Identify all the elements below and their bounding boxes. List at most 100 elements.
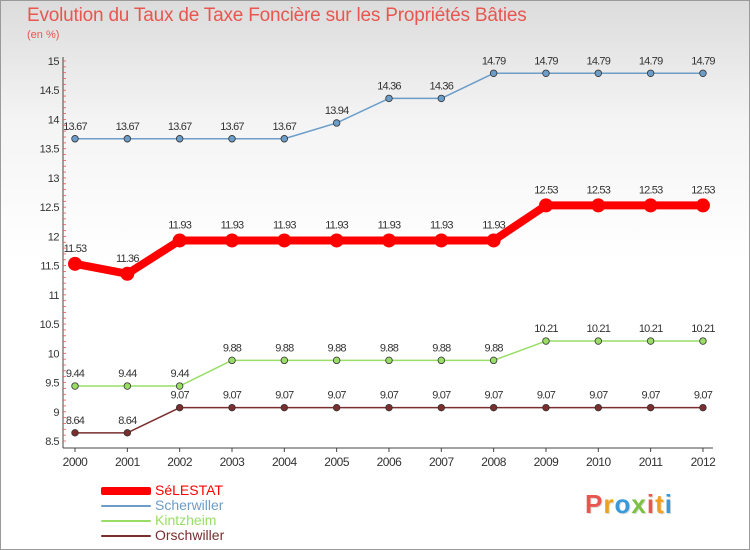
data-label: 12.53: [639, 184, 663, 196]
legend-label: Kintzheim: [155, 512, 217, 528]
legend-label: SéLESTAT: [155, 482, 223, 498]
data-label: 11.93: [430, 219, 453, 231]
data-point: [381, 233, 396, 248]
legend-swatch: [101, 520, 151, 522]
logo-letter: i: [664, 489, 673, 519]
logo-letter: x: [631, 489, 647, 519]
proxiti-logo: Proxiti: [585, 489, 673, 520]
data-point: [385, 356, 393, 365]
data-point: [120, 266, 135, 281]
data-label: 14.79: [534, 55, 558, 67]
data-label: 13.94: [325, 105, 349, 117]
data-label: 10.21: [534, 323, 558, 335]
data-point: [224, 233, 239, 248]
y-tick-label: 13.5: [40, 144, 60, 156]
data-point: [228, 135, 236, 143]
data-point: [643, 198, 658, 213]
data-point: [175, 403, 184, 412]
data-label: 9.07: [328, 390, 347, 402]
chart-title: Evolution du Taux de Taxe Foncière sur l…: [27, 5, 527, 26]
data-point: [280, 135, 289, 143]
data-label: 13.67: [116, 121, 140, 133]
data-point: [594, 337, 602, 345]
y-tick-label: 15: [48, 56, 60, 68]
data-label: 9.88: [485, 342, 504, 354]
data-point: [123, 429, 132, 437]
data-label: 9.07: [642, 390, 661, 402]
data-point: [489, 356, 498, 365]
data-point: [542, 403, 550, 412]
data-point: [71, 429, 79, 437]
y-tick-label: 9: [53, 407, 59, 419]
y-tick-label: 11.5: [40, 261, 59, 273]
data-label: 10.21: [691, 323, 715, 335]
data-label: 9.88: [432, 342, 451, 354]
legend-swatch: [101, 535, 151, 537]
legend-label: Scherwiller: [155, 497, 224, 513]
x-tick-label: 2002: [167, 455, 193, 469]
data-label: 12.53: [691, 184, 715, 196]
data-label: 9.07: [275, 390, 294, 402]
data-label: 11.53: [64, 243, 87, 255]
y-tick-label: 14.5: [40, 85, 60, 97]
y-tick-label: 14: [48, 114, 60, 126]
logo-letter: i: [646, 489, 656, 519]
data-label: 8.64: [66, 415, 85, 427]
data-label: 11.36: [116, 253, 139, 265]
unit-label: (en %): [27, 29, 60, 41]
data-point: [434, 233, 449, 248]
data-label: 9.07: [432, 390, 451, 402]
x-tick-label: 2006: [377, 455, 403, 469]
data-point: [68, 256, 82, 271]
data-point: [699, 69, 707, 77]
data-label: 9.07: [694, 390, 713, 402]
data-label: 13.67: [273, 121, 297, 133]
legend-swatch: [101, 505, 151, 507]
x-tick-label: 2008: [481, 455, 507, 469]
data-label: 9.07: [485, 390, 504, 402]
x-tick-label: 2010: [586, 455, 612, 469]
data-point: [228, 356, 236, 365]
data-point: [385, 403, 393, 412]
y-tick-label: 8.5: [45, 436, 59, 448]
data-label: 9.07: [380, 390, 399, 402]
data-point: [542, 337, 550, 345]
logo-letter: t: [655, 489, 665, 519]
data-point: [646, 403, 655, 412]
data-point: [646, 337, 655, 345]
data-label: 13.67: [220, 121, 244, 133]
x-tick-label: 2004: [272, 455, 298, 469]
data-point: [486, 233, 501, 248]
x-tick-label: 2005: [324, 455, 350, 469]
data-label: 13.67: [168, 121, 192, 133]
y-tick-label: 12.5: [40, 202, 60, 214]
data-label: 10.21: [587, 323, 611, 335]
data-point: [228, 403, 236, 412]
data-label: 9.88: [380, 342, 399, 354]
data-point: [437, 356, 446, 365]
data-point: [538, 198, 553, 213]
data-point: [437, 94, 446, 103]
data-label: 9.44: [66, 368, 85, 380]
data-label: 9.44: [118, 368, 137, 380]
data-label: 8.64: [118, 415, 137, 427]
data-point: [172, 233, 187, 248]
data-point: [699, 403, 707, 412]
data-label: 10.21: [639, 323, 663, 335]
x-tick-label: 2000: [63, 455, 89, 469]
x-tick-label: 2011: [639, 455, 664, 469]
x-tick-label: 2012: [691, 455, 717, 469]
data-label: 13.67: [63, 121, 87, 133]
y-tick-label: 11: [49, 290, 60, 302]
data-label: 11.93: [378, 219, 401, 231]
data-label: 14.79: [587, 55, 611, 67]
data-point: [489, 69, 498, 77]
logo-letter: P: [585, 489, 604, 519]
y-tick-label: 10: [48, 348, 60, 360]
legend-swatch: [101, 487, 151, 495]
data-point: [489, 403, 498, 412]
data-label: 11.93: [221, 219, 244, 231]
data-label: 9.07: [223, 390, 242, 402]
data-label: 14.36: [430, 80, 454, 92]
